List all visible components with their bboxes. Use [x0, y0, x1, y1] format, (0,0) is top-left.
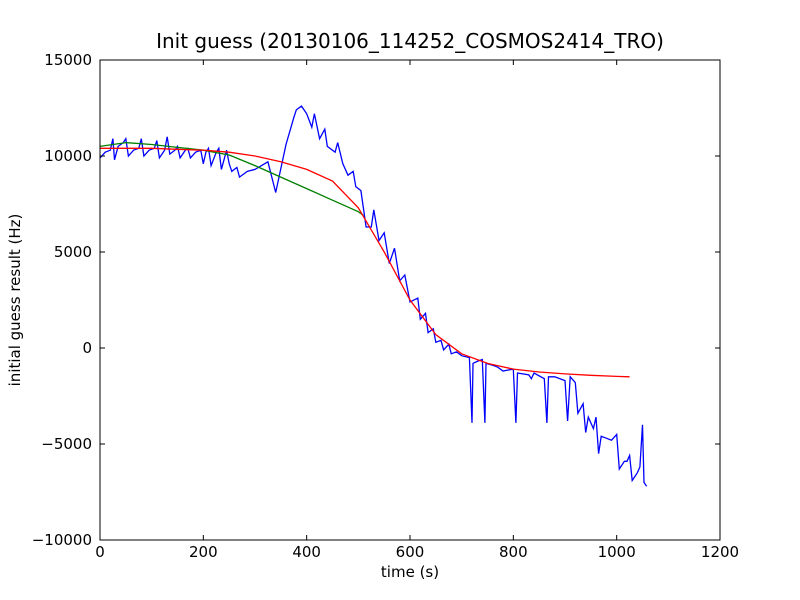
x-tick-label: 200 [189, 543, 218, 561]
y-tick-label: 5000 [54, 243, 92, 261]
y-tick-label: −10000 [32, 531, 92, 549]
x-tick-label: 400 [292, 543, 321, 561]
y-tick-label: 10000 [44, 147, 92, 165]
chart-title: Init guess (20130106_114252_COSMOS2414_T… [156, 29, 664, 53]
x-tick-label: 1200 [701, 543, 739, 561]
series-line-1 [99, 105, 648, 487]
y-tick-label: 0 [82, 339, 92, 357]
y-axis-label: initial guess result (Hz) [6, 214, 24, 387]
series-layer [99, 105, 648, 487]
x-axis-label: time (s) [381, 563, 439, 581]
series-line-3 [100, 147, 630, 378]
y-tick-label: 15000 [44, 51, 92, 69]
y-tick-label: −5000 [41, 435, 92, 453]
x-tick-label: 0 [95, 543, 105, 561]
x-tick-label: 1000 [598, 543, 636, 561]
x-tick-label: 600 [396, 543, 425, 561]
tick-layer: 0 200 400 600 800 1000 1200 −10000 −5000 0 5000 100… [32, 51, 739, 561]
x-tick-label: 800 [499, 543, 528, 561]
series-line-2 [99, 141, 364, 217]
